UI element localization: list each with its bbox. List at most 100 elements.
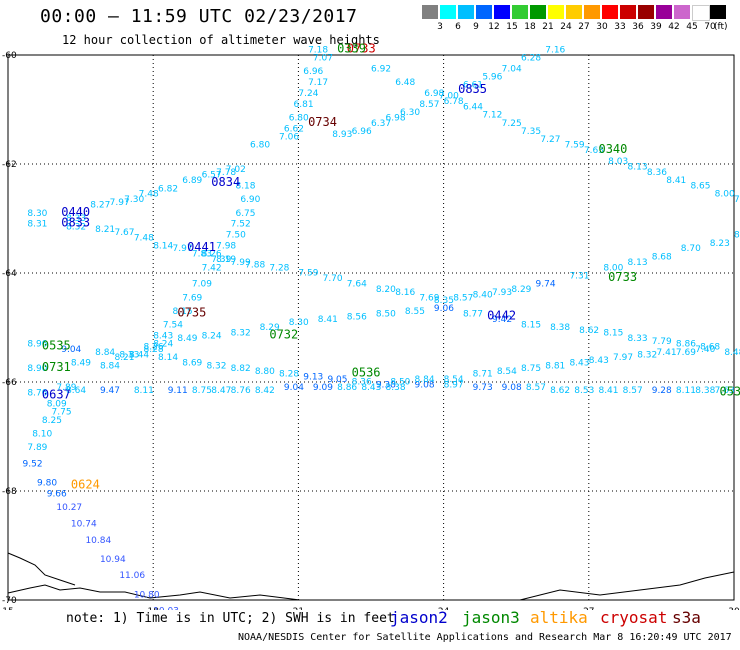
- swh-value-label: 8.14: [153, 241, 173, 251]
- swh-value-label: 6.57: [202, 171, 222, 181]
- swh-value-label: 8.77: [463, 310, 483, 320]
- swh-value-label: 7.18: [308, 45, 328, 55]
- swh-value-label: 6.90: [240, 195, 260, 205]
- swh-value-label: 8.30: [289, 318, 309, 328]
- swh-value-label: 8.38: [695, 386, 715, 396]
- swh-value-label: 6.92: [371, 64, 391, 74]
- swh-value-label: 9.42: [492, 315, 512, 325]
- swh-value-label: 7.98: [216, 241, 236, 251]
- swh-value-label: 8.57: [419, 100, 439, 110]
- swh-value-label: 7.97: [613, 353, 633, 363]
- swh-value-label: 8.57: [453, 293, 473, 303]
- swh-value-label: 7.48: [139, 190, 159, 200]
- y-tick-label: -66: [2, 378, 17, 388]
- swh-value-label: 6.82: [158, 184, 178, 194]
- legend-label: 70: [704, 22, 716, 32]
- swh-value-label: 7.83: [192, 250, 212, 260]
- swh-value-label: 8.93: [332, 130, 352, 140]
- swh-value-label: 8.48: [724, 348, 740, 358]
- pass-time-label: 0441: [187, 240, 216, 254]
- legend-label: 6: [455, 22, 461, 32]
- swh-value-label: 8.41: [318, 315, 338, 325]
- swh-value-label: 6.96: [303, 67, 323, 77]
- swh-value-label: 7.93: [492, 288, 512, 298]
- pass-time-label: 0536: [352, 366, 381, 380]
- swh-value-label: 6.80: [250, 141, 270, 151]
- swh-value-label: 6.89: [182, 176, 202, 186]
- swh-value-label: 7.99: [231, 258, 251, 268]
- swh-value-label: 8.14: [158, 353, 178, 363]
- legend-swatch: [566, 5, 582, 19]
- swh-value-label: 8.55: [405, 307, 425, 317]
- swh-value-label: 8.62: [550, 386, 570, 396]
- swh-value-label: 7.16: [545, 45, 565, 55]
- swh-value-label: 8.24: [202, 331, 222, 341]
- swh-value-label: 8.10: [32, 430, 52, 440]
- y-tick-label: -70: [2, 596, 17, 606]
- swh-value-label: 9.52: [23, 459, 43, 469]
- legend-swatch: [530, 5, 546, 19]
- swh-value-label: 8.53: [574, 386, 594, 396]
- legend-label: 45: [686, 22, 698, 32]
- swh-value-label: 8.75: [192, 386, 212, 396]
- swh-value-label: 8.42: [255, 386, 275, 396]
- x-tick-label: 24: [438, 607, 450, 610]
- swh-value-label: 7.24: [298, 89, 318, 99]
- swh-value-label: 7.54: [163, 321, 183, 331]
- swh-value-label: 9.80: [37, 479, 57, 489]
- footnote: note: 1) Time is in UTC; 2) SWH is in fe…: [66, 611, 395, 626]
- swh-value-label: 8.50: [376, 310, 396, 320]
- swh-value-label: 6.96: [352, 127, 372, 137]
- swh-value-label: 8.76: [27, 389, 47, 399]
- swh-value-label: 9.06: [434, 304, 454, 314]
- swh-value-label: 8.65: [690, 182, 710, 192]
- swh-value-label: 9.04: [284, 383, 304, 393]
- swh-value-label: 8.43: [361, 383, 381, 393]
- swh-value-label: 8.68: [652, 252, 672, 262]
- legend-swatch: [422, 5, 438, 19]
- pass-time-label: 0835: [458, 82, 487, 96]
- swh-value-label: 8.70: [681, 244, 701, 254]
- swh-value-label: 8.38: [386, 383, 406, 393]
- pass-time-label: 0340: [598, 142, 627, 156]
- swh-value-label: 8.33: [66, 214, 86, 224]
- pass-time-label: 0735: [177, 306, 206, 320]
- swh-value-label: 8.76: [231, 386, 251, 396]
- swh-value-label: 7.79: [652, 337, 672, 347]
- swh-value-label: 8.23: [710, 239, 730, 249]
- swh-value-label: 8.62: [579, 326, 599, 336]
- coastline-west: [7, 552, 76, 586]
- swh-value-label: 8.33: [628, 334, 648, 344]
- swh-value-label: 8.15: [521, 321, 541, 331]
- swh-value-label: 7.40: [695, 345, 715, 355]
- swh-value-label: 8.26: [144, 342, 164, 352]
- swh-value-label: 10.84: [85, 536, 111, 546]
- swh-value-label: 10.94: [100, 555, 126, 565]
- pass-time-label: 0339: [337, 41, 366, 55]
- swh-value-label: 8.16: [395, 288, 415, 298]
- swh-value-label: 11.06: [119, 571, 145, 581]
- swh-value-label: 6.37: [371, 119, 391, 129]
- swh-value-label: 8.33: [119, 350, 139, 360]
- swh-value-label: 8.24: [153, 340, 173, 350]
- swh-value-label: 8.32: [66, 222, 86, 232]
- credit-line: NOAA/NESDIS Center for Satellite Applica…: [238, 632, 732, 643]
- coastline-east: [519, 571, 735, 601]
- swh-value-label: 8.80: [255, 367, 275, 377]
- x-tick-label: 30: [728, 607, 740, 610]
- legend-swatch: [458, 5, 474, 19]
- swh-value-label: 9.08: [502, 383, 522, 393]
- swh-value-label: 7.52: [231, 220, 251, 230]
- swh-value-label: 7.63: [715, 386, 735, 396]
- swh-value-label: 6.62: [284, 124, 304, 134]
- page-subtitle: 12 hour collection of altimeter wave hei…: [62, 33, 380, 47]
- swh-value-label: 9.74: [536, 280, 556, 290]
- y-tick-label: -68: [2, 487, 17, 497]
- x-tick-label: 15: [2, 607, 13, 610]
- swh-value-label: 7.30: [124, 195, 144, 205]
- legend-altika: altika: [530, 608, 588, 627]
- swh-value-label: 6.75: [235, 209, 255, 219]
- legend-swatch: [692, 5, 710, 21]
- swh-value-label: 8.90: [27, 364, 47, 374]
- swh-value-label: 8.32: [231, 329, 251, 339]
